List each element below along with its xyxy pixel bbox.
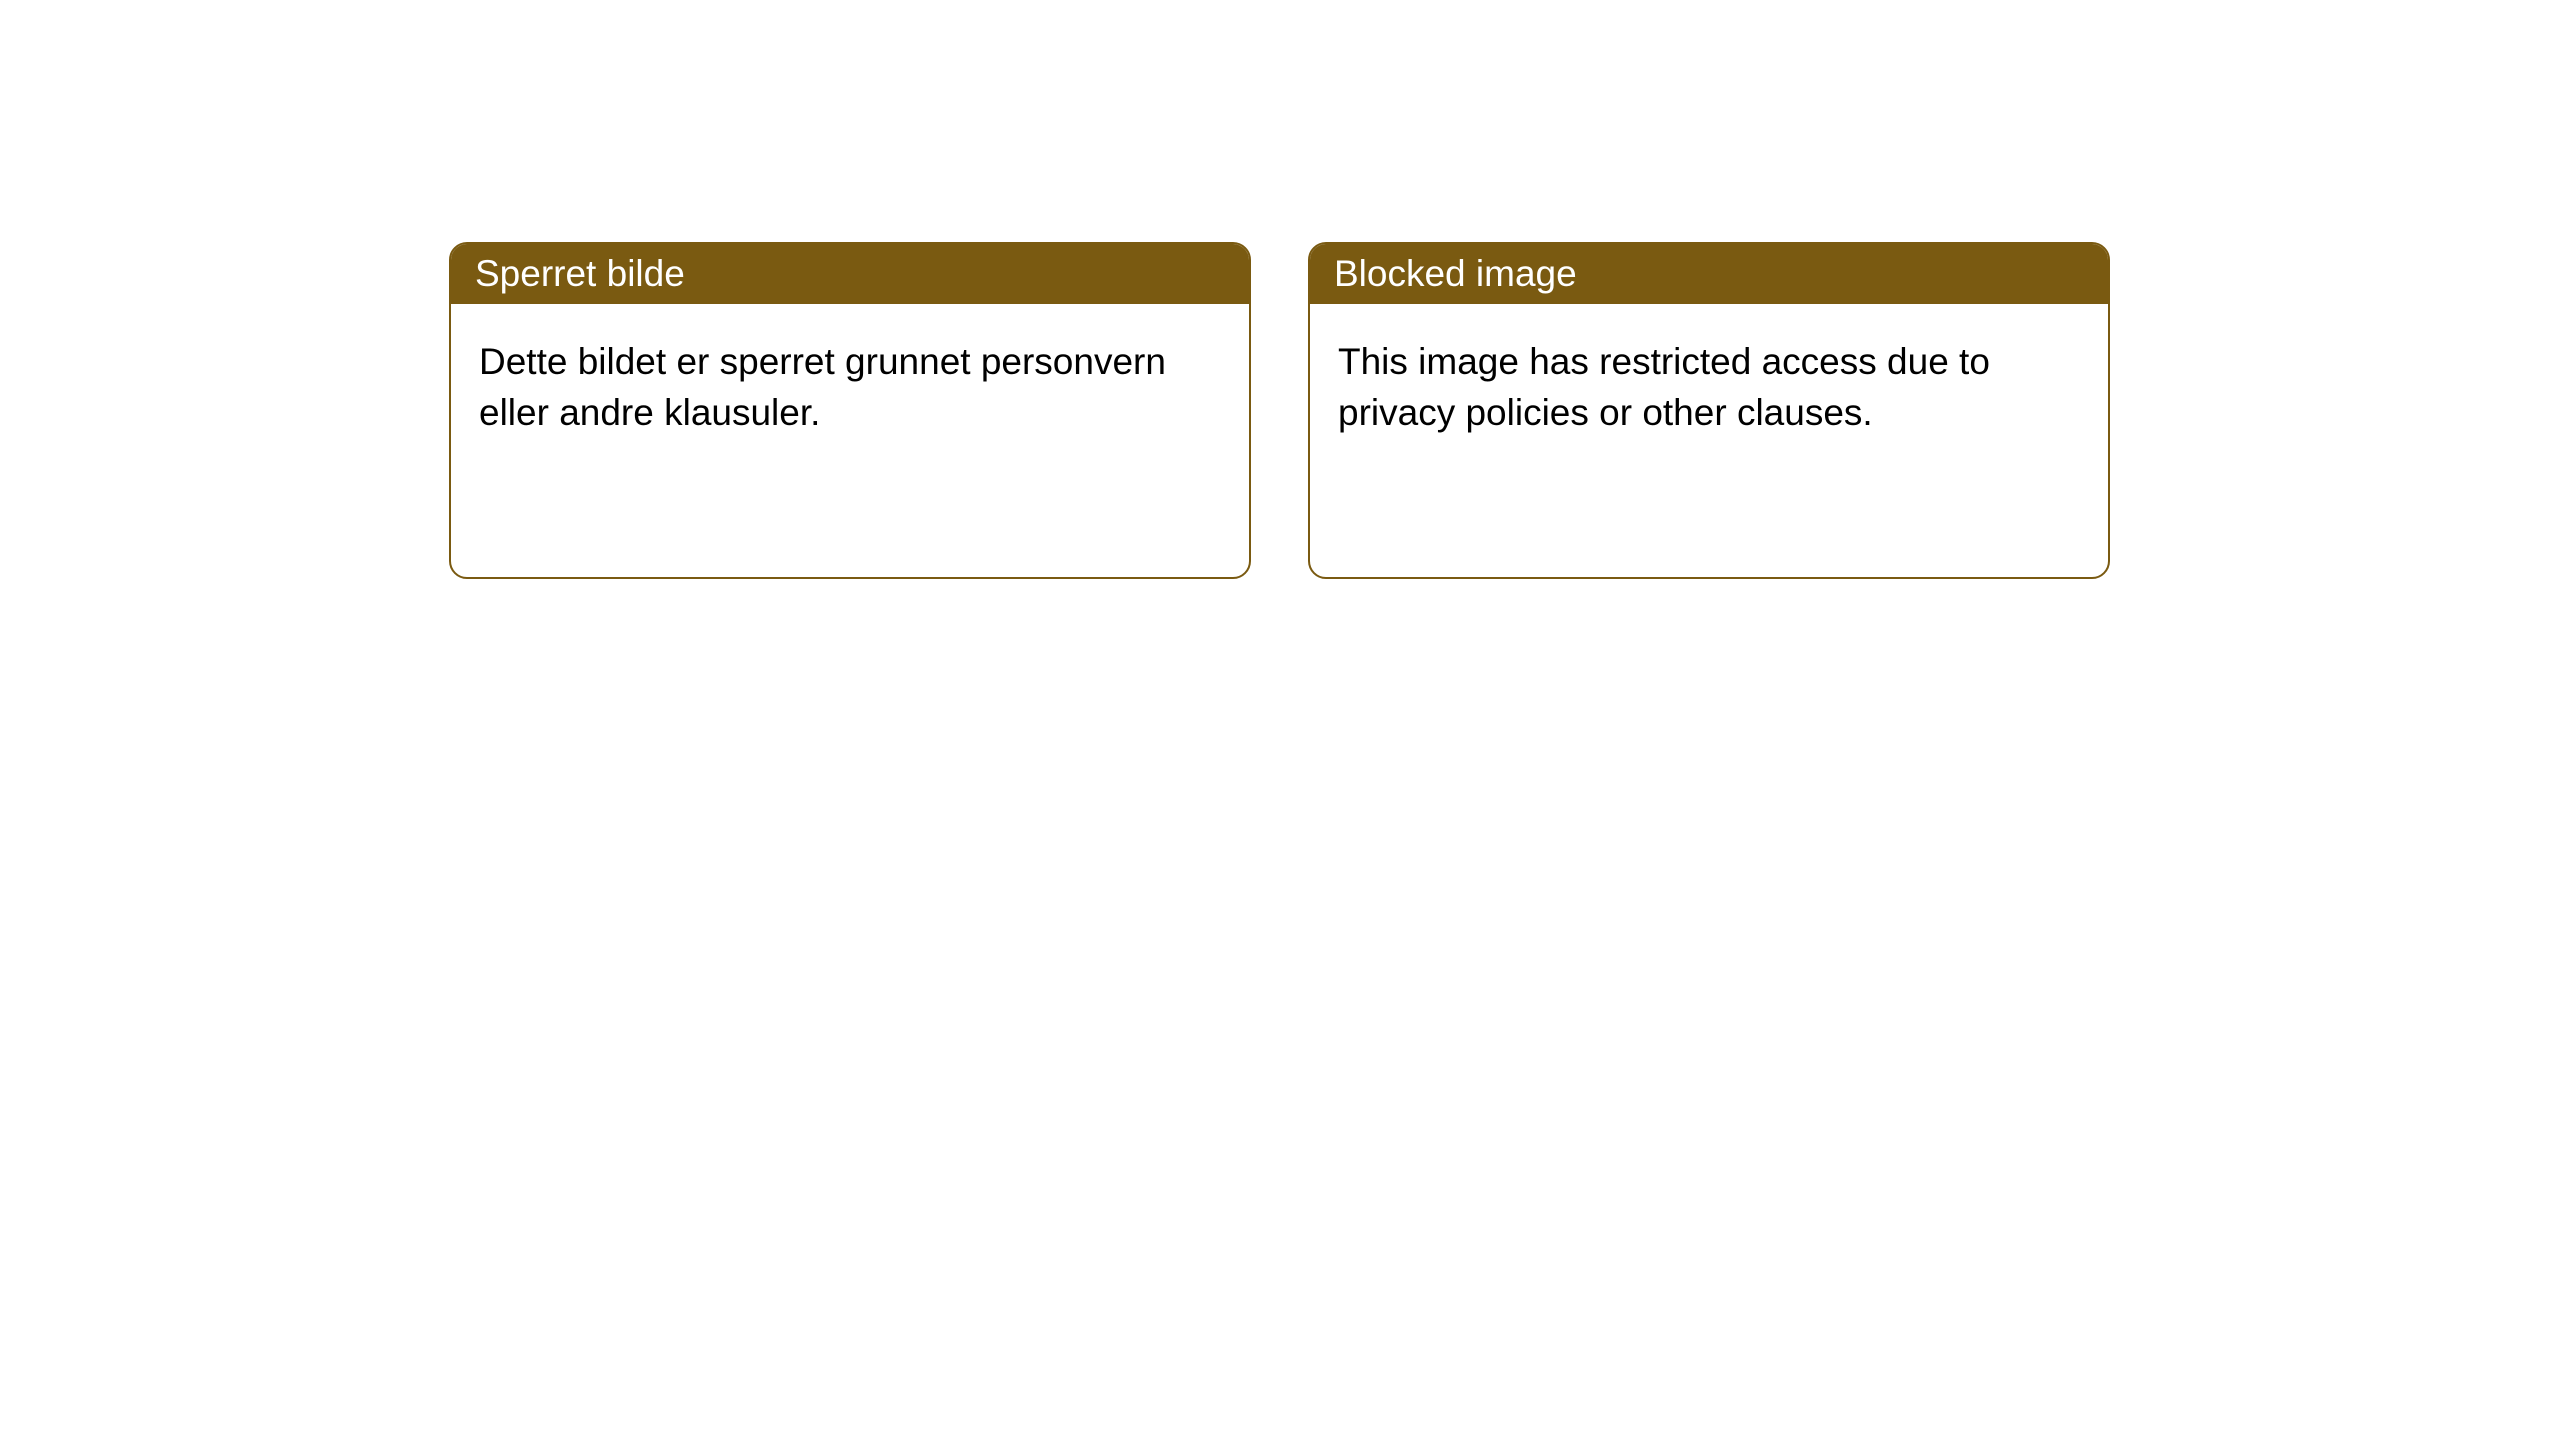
notice-card-english: Blocked image This image has restricted …	[1308, 242, 2110, 579]
notice-cards-container: Sperret bilde Dette bildet er sperret gr…	[449, 242, 2110, 579]
notice-card-body: This image has restricted access due to …	[1310, 304, 2108, 470]
notice-card-header: Sperret bilde	[451, 244, 1249, 304]
notice-card-body: Dette bildet er sperret grunnet personve…	[451, 304, 1249, 470]
notice-card-body-text: This image has restricted access due to …	[1338, 341, 1990, 433]
notice-card-title: Sperret bilde	[475, 253, 685, 295]
notice-card-norwegian: Sperret bilde Dette bildet er sperret gr…	[449, 242, 1251, 579]
notice-card-body-text: Dette bildet er sperret grunnet personve…	[479, 341, 1166, 433]
notice-card-header: Blocked image	[1310, 244, 2108, 304]
notice-card-title: Blocked image	[1334, 253, 1577, 295]
